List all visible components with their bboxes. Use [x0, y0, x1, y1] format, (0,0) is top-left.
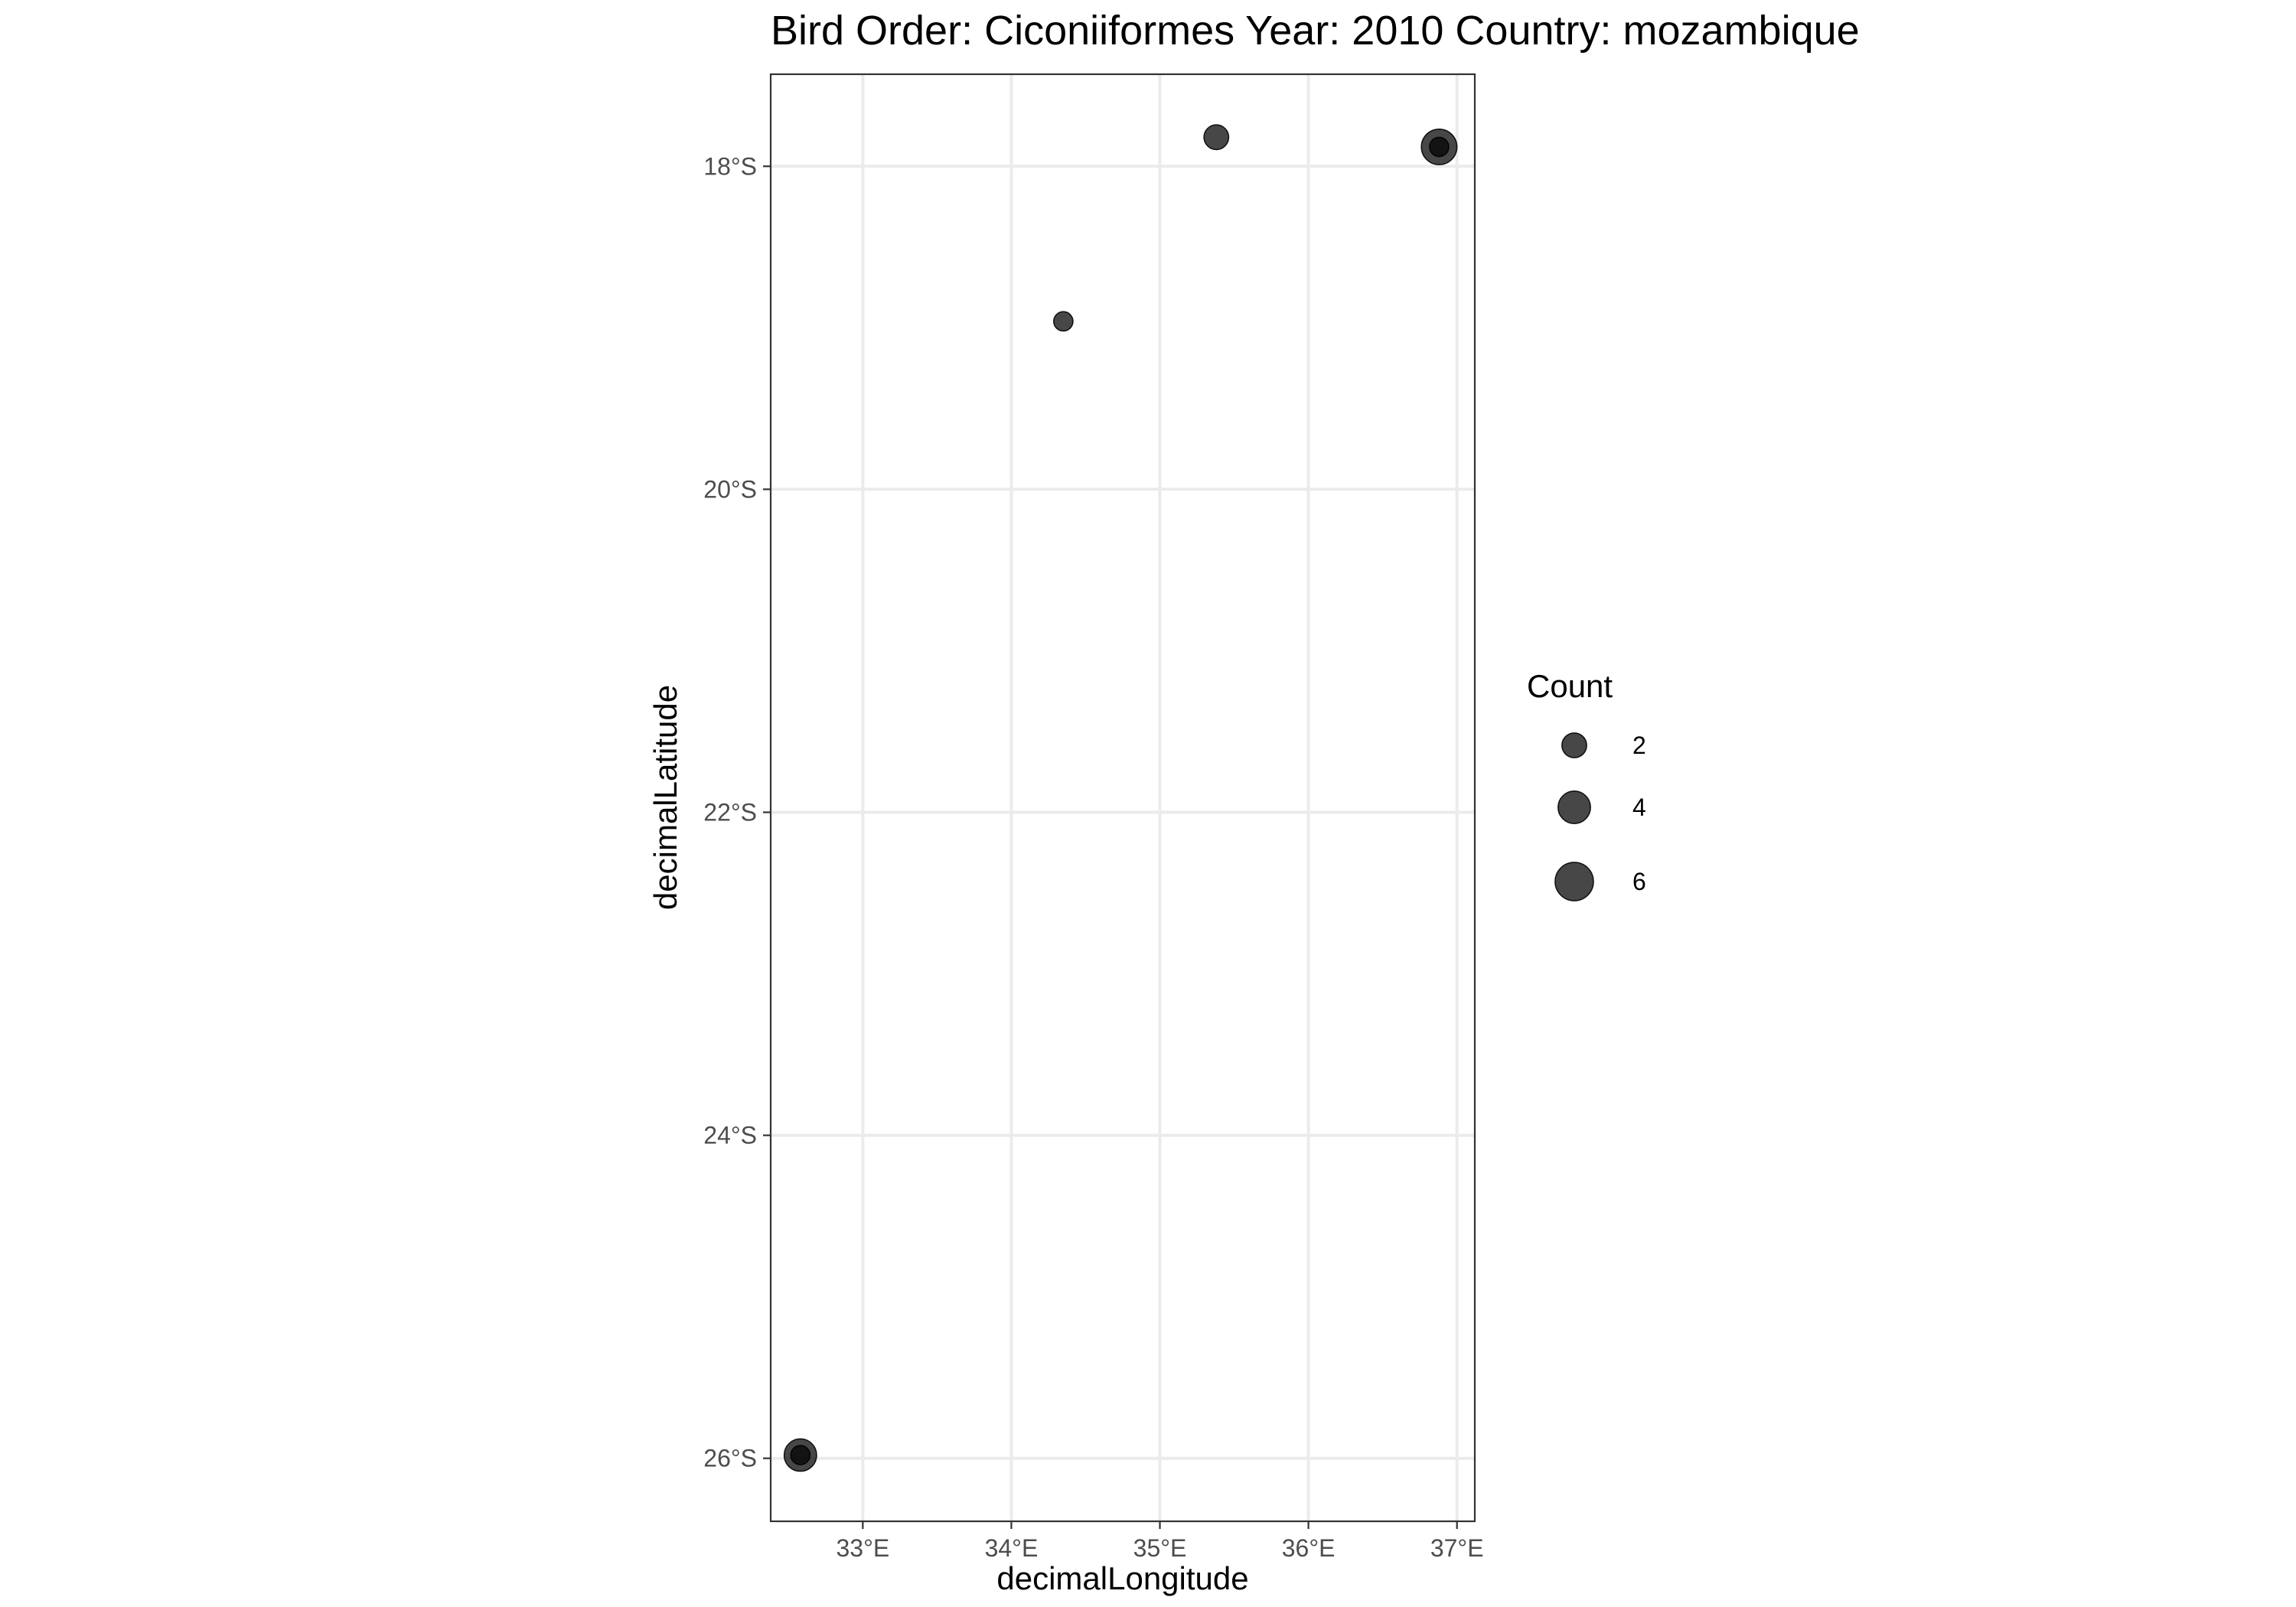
legend-key-2 [1554, 862, 1594, 901]
x-tick-label-1: 34°E [985, 1534, 1039, 1562]
size-legend: Count 2 4 6 [1527, 668, 1646, 901]
y-tick-label-2: 22°S [703, 798, 757, 826]
legend-label-1: 4 [1632, 794, 1646, 821]
legend-title: Count [1527, 668, 1613, 704]
x-tick-label-2: 35°E [1133, 1534, 1187, 1562]
y-tick-label-0: 18°S [703, 152, 757, 180]
x-axis-title: decimalLongitude [996, 1560, 1248, 1596]
y-axis-title: decimalLatitude [647, 685, 683, 910]
grid-lines [771, 74, 1475, 1521]
legend-label-0: 2 [1632, 732, 1646, 759]
y-tick-label-1: 20°S [703, 475, 757, 503]
legend-label-2: 6 [1632, 868, 1646, 895]
x-axis: 33°E 34°E 35°E 36°E 37°E [836, 1521, 1484, 1562]
y-axis: 18°S 20°S 22°S 24°S 26°S [703, 152, 771, 1472]
x-tick-label-3: 36°E [1282, 1534, 1336, 1562]
data-point-5 [790, 1445, 811, 1465]
data-point-3 [1053, 311, 1074, 332]
chart-title: Bird Order: Ciconiiformes Year: 2010 Cou… [771, 8, 1860, 54]
legend-key-1 [1557, 790, 1591, 824]
panel-border [769, 73, 1476, 1523]
x-tick-label-0: 33°E [836, 1534, 889, 1562]
x-tick-label-4: 37°E [1430, 1534, 1484, 1562]
y-tick-label-4: 26°S [703, 1445, 757, 1472]
data-point-2 [1203, 124, 1230, 151]
y-tick-label-3: 24°S [703, 1122, 757, 1149]
data-point-4 [1429, 136, 1450, 158]
data-points [783, 124, 1458, 1472]
legend-key-0 [1561, 732, 1587, 758]
